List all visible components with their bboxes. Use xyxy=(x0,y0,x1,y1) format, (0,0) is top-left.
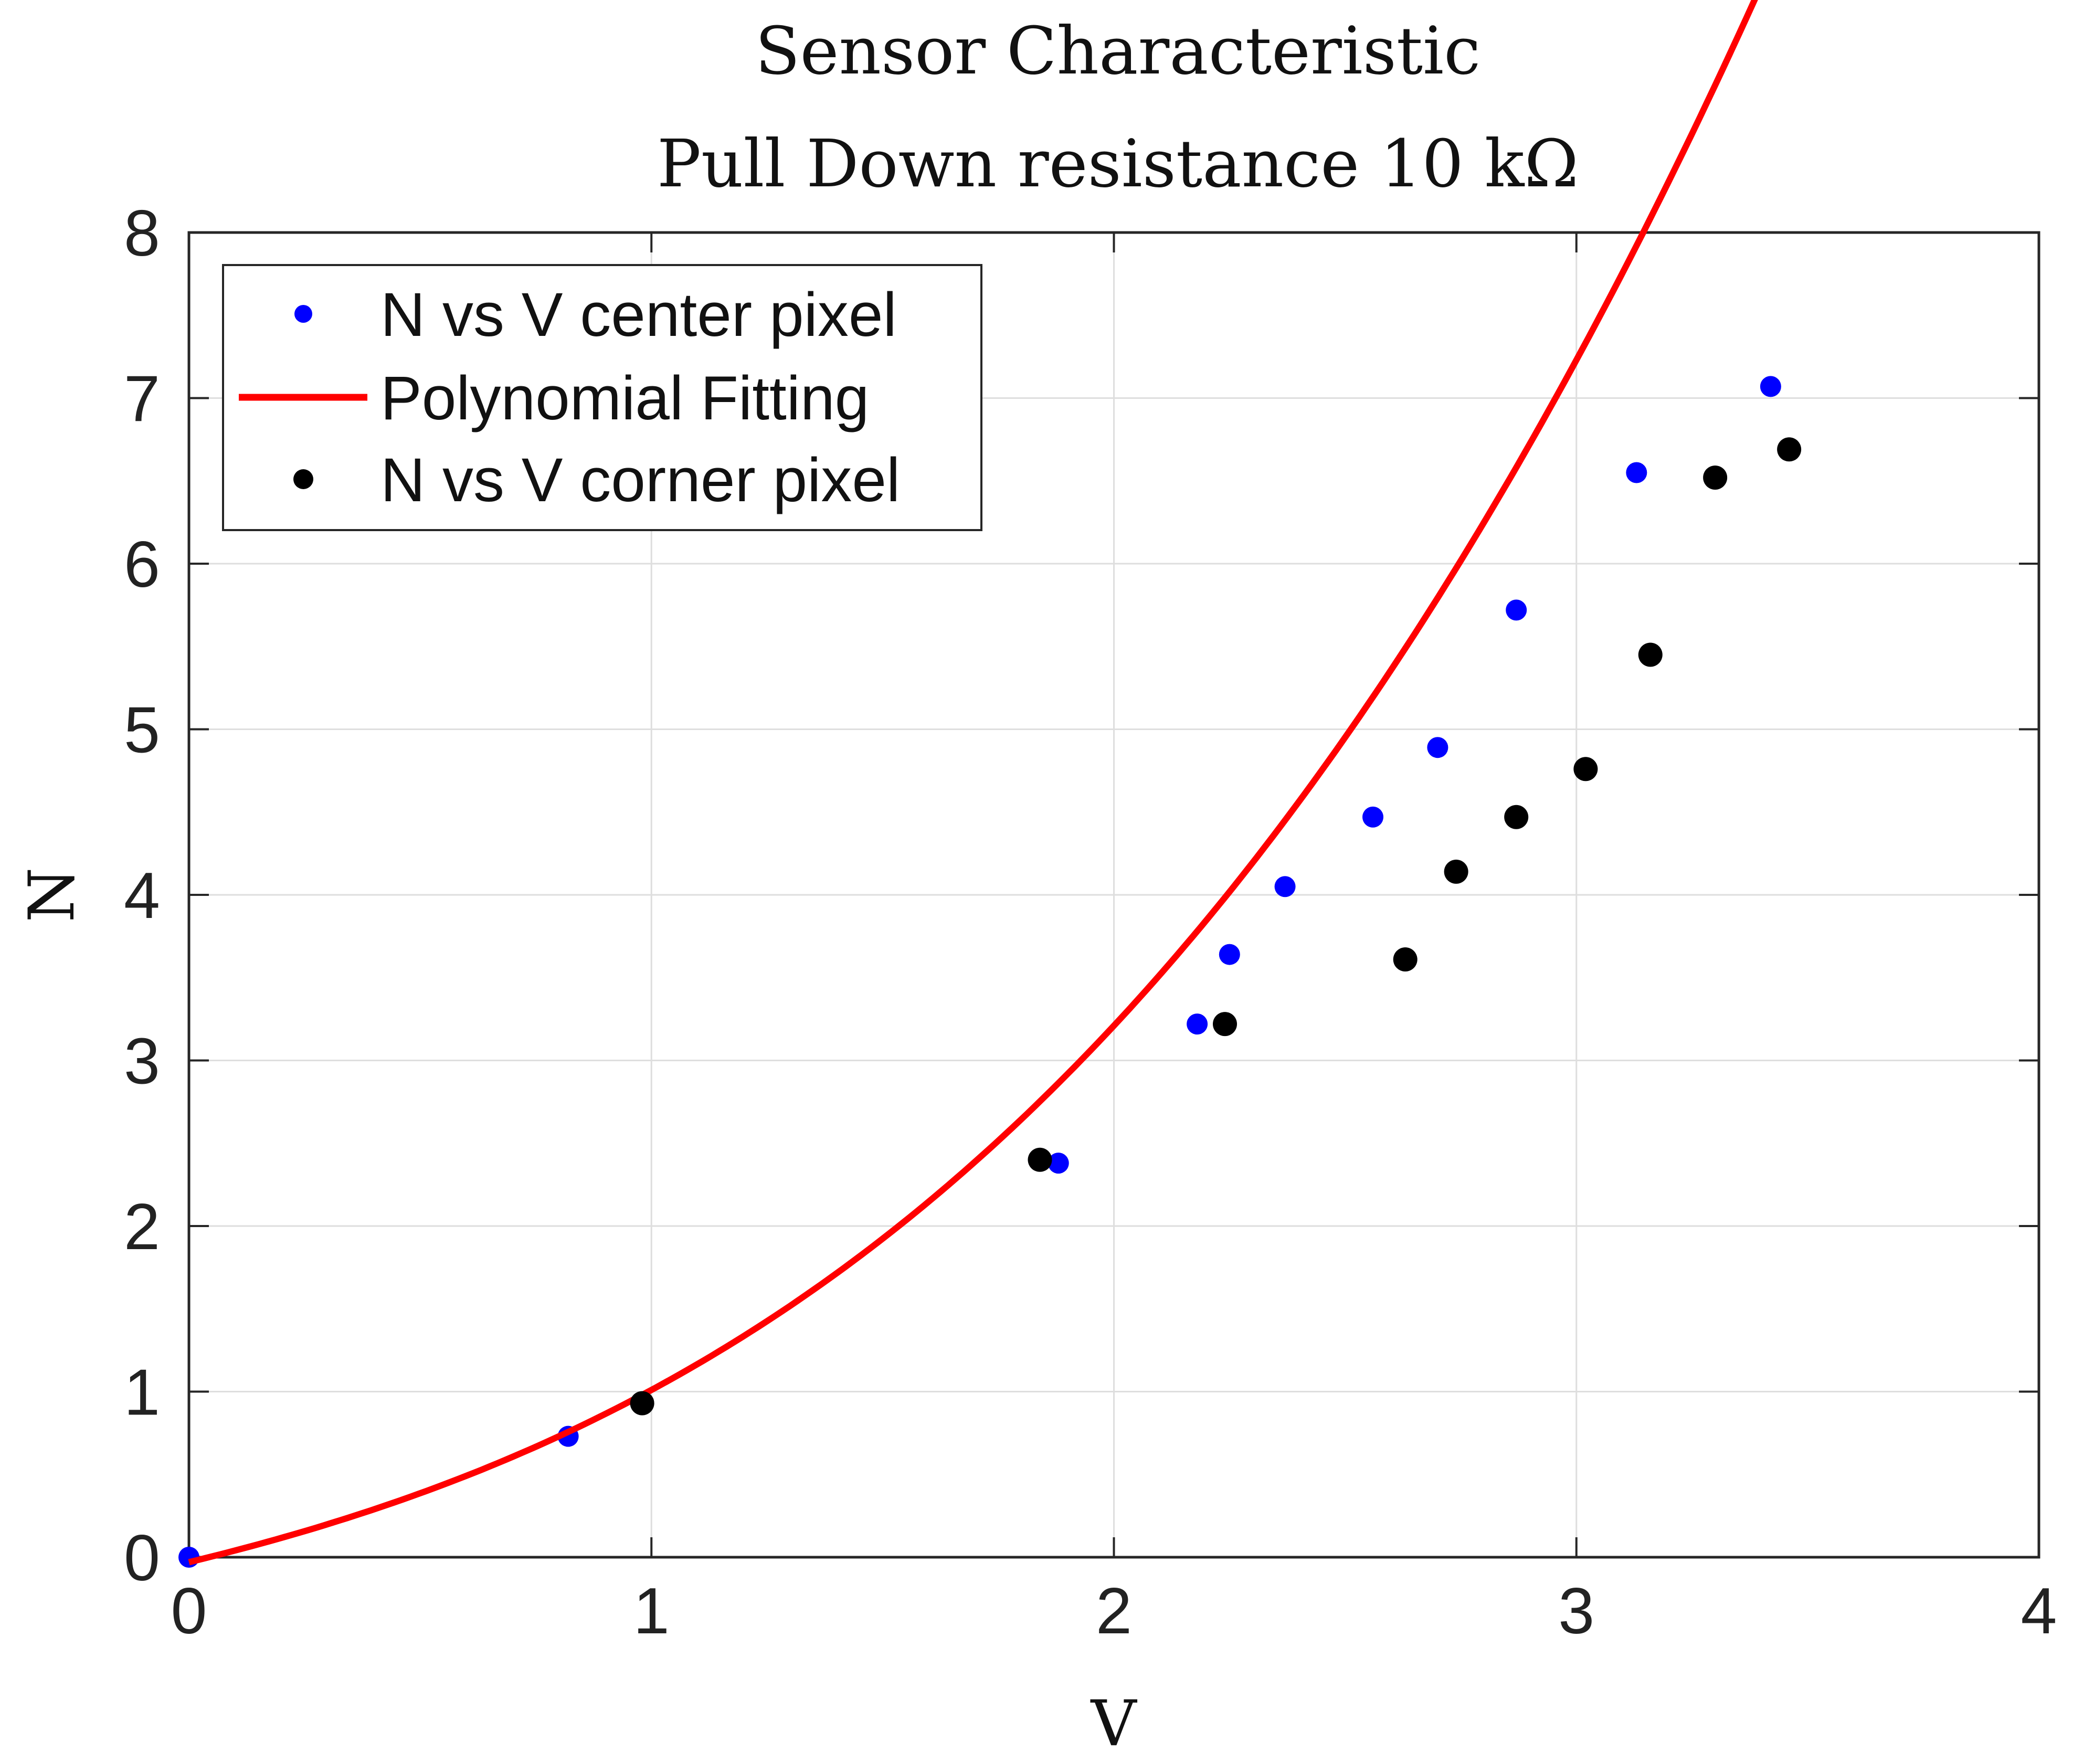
corner-pixel-point xyxy=(1504,805,1529,829)
center-pixel-point xyxy=(1219,944,1240,965)
y-tick-label: 0 xyxy=(124,1522,160,1594)
x-tick-label: 1 xyxy=(633,1575,670,1647)
legend: N vs V center pixel Polynomial Fitting N… xyxy=(222,264,982,531)
center-pixel-point xyxy=(1760,376,1781,397)
x-tick-label: 3 xyxy=(1558,1575,1594,1647)
corner-pixel-point xyxy=(1777,437,1802,462)
legend-label-center-pixel: N vs V center pixel xyxy=(380,280,897,350)
y-tick-label: 5 xyxy=(124,694,160,767)
ticks: 0 1 2 3 4 0 1 2 3 4 5 6 7 8 xyxy=(124,197,2057,1647)
corner-pixel-point xyxy=(1213,1012,1237,1037)
corner-pixel-point xyxy=(1573,757,1598,781)
center-pixel-point xyxy=(1506,599,1527,621)
corner-pixel-point xyxy=(1393,947,1418,972)
x-tick-label: 0 xyxy=(171,1575,207,1647)
y-tick-label: 7 xyxy=(124,363,160,436)
y-tick-label: 1 xyxy=(124,1357,160,1429)
corner-pixel-point xyxy=(1703,465,1728,490)
corner-pixel-point xyxy=(630,1391,654,1416)
grid xyxy=(189,233,2039,1557)
legend-marker-corner-pixel xyxy=(293,469,313,489)
center-pixel-point xyxy=(1048,1153,1069,1174)
legend-label-corner-pixel: N vs V corner pixel xyxy=(380,446,900,515)
corner-pixel-point xyxy=(1638,642,1663,667)
x-tick-label: 4 xyxy=(2021,1575,2057,1647)
legend-label-polynomial-fitting: Polynomial Fitting xyxy=(380,364,869,433)
chart-subtitle: Pull Down resistance 10 kΩ xyxy=(657,126,1579,202)
polynomial-fit-line xyxy=(188,0,1758,1566)
center-pixel-point xyxy=(1187,1013,1208,1035)
y-tick-label: 4 xyxy=(124,860,160,932)
x-tick-label: 2 xyxy=(1096,1575,1132,1647)
y-tick-label: 8 xyxy=(124,197,160,270)
y-tick-label: 2 xyxy=(124,1191,160,1263)
center-pixel-point xyxy=(1626,462,1647,483)
corner-pixel-point xyxy=(1028,1147,1052,1172)
chart-title: Sensor Characteristic xyxy=(755,13,1480,89)
corner-pixel-point xyxy=(1444,859,1468,884)
center-pixel-point xyxy=(1362,806,1383,828)
x-axis-label: V xyxy=(1090,1687,1138,1760)
y-axis-label: N xyxy=(16,868,89,923)
y-tick-label: 6 xyxy=(124,529,160,601)
center-pixel-point xyxy=(1274,876,1296,897)
legend-marker-center-pixel xyxy=(294,305,312,323)
y-tick-label: 3 xyxy=(124,1026,160,1098)
series-layer xyxy=(178,0,1802,1568)
center-pixel-point xyxy=(1427,737,1448,758)
